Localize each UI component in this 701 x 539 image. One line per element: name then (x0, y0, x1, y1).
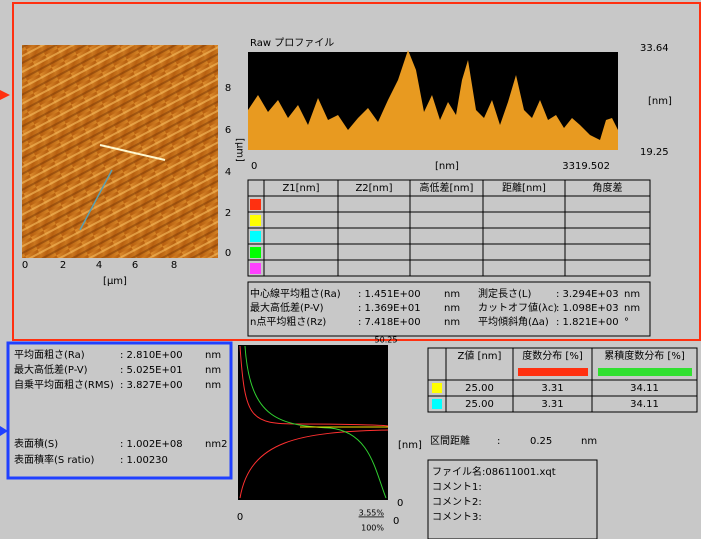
x-tick-label: 2 (60, 260, 66, 271)
stat-text: 表面積(S) (14, 437, 58, 450)
x-tick-label: 8 (171, 260, 177, 271)
red-bar (518, 368, 588, 376)
interval-label: 区間距離 (430, 434, 470, 447)
stat-text: 表面積率(S ratio) (14, 453, 94, 466)
file-line: ファイル名:08611001.xqt (432, 465, 556, 478)
histogram-x-max: 100% (361, 524, 384, 533)
table-cell: 3.31 (541, 399, 563, 410)
histogram-right: 0 (397, 498, 403, 509)
profile-x-min: 0 (251, 161, 257, 172)
stat-text: nm (205, 350, 221, 361)
stat-text: n点平均粗さ(Rz) (250, 316, 326, 328)
table-header: Z値 [nm] (458, 349, 502, 362)
histogram-right: 0 (393, 516, 399, 527)
stat-text: : 7.418E+00 (358, 317, 421, 328)
stat-text: 平均傾斜角(Δa) (478, 315, 549, 328)
profile-x-max: 3319.502 (562, 161, 610, 172)
table-header: 高低差[nm] (420, 181, 474, 194)
x-tick-label: 0 (22, 260, 28, 271)
table-cell: 3.31 (541, 383, 563, 394)
y-tick-label: 2 (225, 208, 231, 219)
stat-text: nm (205, 380, 221, 391)
file-line: コメント1: (432, 482, 482, 493)
table-header: Z2[nm] (355, 183, 392, 194)
stat-text: : 3.827E+00 (120, 380, 183, 391)
stat-text: : 1.098E+03 (556, 303, 619, 314)
color-swatch (432, 383, 442, 393)
color-swatch (250, 215, 261, 226)
color-swatch (250, 247, 261, 258)
stat-text: カットオフ値(λc) (478, 301, 557, 314)
stat-text: 中心線平均粗さ(Ra) (250, 287, 341, 300)
x-tick-label: 4 (96, 260, 102, 271)
color-swatch (432, 399, 442, 409)
profile-y-min: 19.25 (640, 147, 669, 158)
stat-text: 平均面粗さ(Ra) (14, 349, 85, 361)
histogram-unit: [nm] (398, 440, 422, 451)
stat-text: : 1.451E+00 (358, 289, 421, 300)
color-swatch (250, 263, 261, 274)
stat-text: 最大高低差(P-V) (250, 301, 324, 314)
histogram-x-max: 3.55% (359, 509, 385, 518)
stat-text: 測定長さ(L) (478, 287, 531, 300)
stat-text: 最大高低差(P-V) (14, 363, 88, 376)
stat-text: nm (624, 289, 640, 300)
table-header: 累積度数分布 [%] (604, 349, 685, 362)
stat-text: nm2 (205, 439, 227, 450)
interval-unit: nm (581, 436, 597, 447)
color-swatch (250, 199, 261, 210)
y-tick-label: 0 (225, 248, 231, 259)
table-header: 角度差 (593, 181, 623, 194)
table-header: 度数分布 [%] (522, 349, 583, 362)
histogram-top: 50.25 (375, 336, 398, 345)
file-line: コメント3: (432, 512, 482, 523)
table-header: 距離[nm] (502, 181, 546, 194)
stat-text: : 1.00230 (120, 455, 168, 466)
stat-text: : 2.810E+00 (120, 350, 183, 361)
y-tick-label: 8 (225, 83, 231, 94)
stat-text: : 5.025E+01 (120, 365, 183, 376)
profile-y-max: 33.64 (640, 43, 669, 54)
profile-x-unit: [nm] (435, 161, 459, 172)
x-tick-label: 6 (132, 260, 138, 271)
stat-text: : 1.002E+08 (120, 439, 183, 450)
color-swatch (250, 231, 261, 242)
stat-text: : 3.294E+03 (556, 289, 619, 300)
screen: 0 2 4 6 8 8 6 4 2 0 [µm] [µm] Raw プロファイル 33.64 [nm] 19.… (0, 0, 701, 539)
table-cell: 25.00 (465, 383, 494, 394)
histogram-plot (238, 345, 388, 500)
y-tick-label: 6 (225, 125, 231, 136)
stat-text: 自乗平均面粗さ(RMS) (14, 378, 114, 391)
stat-text: : 1.369E+01 (358, 303, 421, 314)
stat-text: nm (205, 365, 221, 376)
afm-image (22, 45, 218, 258)
table-cell: 25.00 (465, 399, 494, 410)
stat-text: ° (624, 317, 629, 328)
file-line: コメント2: (432, 497, 482, 508)
stat-text: nm (444, 317, 460, 328)
y-unit: [µm] (234, 138, 245, 162)
y-tick-label: 4 (225, 167, 231, 178)
page: 0 2 4 6 8 8 6 4 2 0 [µm] [µm] Raw プロファイル 33.64 [nm] 19.… (0, 0, 701, 539)
stat-text: nm (444, 303, 460, 314)
green-bar (598, 368, 692, 376)
stat-text: nm (444, 289, 460, 300)
histogram-x-min: 0 (237, 512, 243, 523)
interval-sep: : (497, 436, 500, 447)
profile-title: Raw プロファイル (250, 37, 334, 49)
stat-text: nm (624, 303, 640, 314)
table-cell: 34.11 (630, 399, 659, 410)
profile-y-unit: [nm] (648, 96, 672, 107)
table-header: Z1[nm] (282, 183, 319, 194)
stat-text: : 1.821E+00 (556, 317, 619, 328)
interval-value: 0.25 (530, 436, 552, 447)
table-cell: 34.11 (630, 383, 659, 394)
x-unit: [µm] (103, 276, 127, 287)
